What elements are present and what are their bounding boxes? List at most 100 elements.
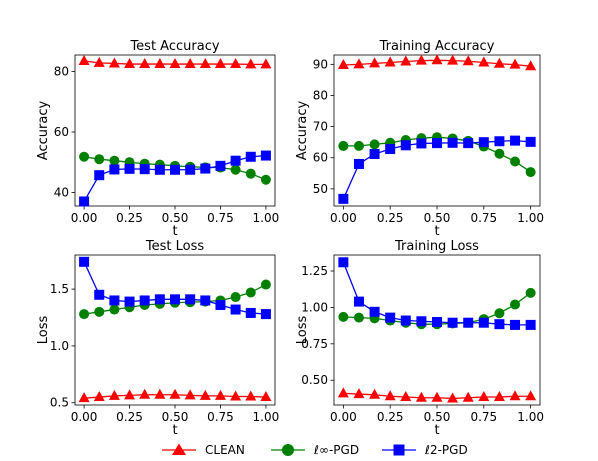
panel-training-loss-point-linf-pgd (494, 308, 505, 319)
panel-test-accuracy-point-l2-pgd (94, 170, 105, 181)
panel-test-accuracy-point-linf-pgd (79, 151, 90, 162)
panel-test-loss-point-l2-pgd (79, 256, 90, 267)
panel-test-loss-point-clean (108, 389, 120, 400)
panel-test-accuracy-point-clean (260, 58, 272, 69)
panel-training-loss-point-l2-pgd (369, 306, 380, 317)
panel-test-loss-point-linf-pgd (109, 304, 120, 315)
panel-test-accuracy: Test Accuracy 0.00 0.25 0.50 0.75 1.00 40 60 80 t… (36, 39, 279, 239)
panel-test-accuracy-point-clean (245, 58, 257, 69)
panel-test-accuracy-ylabel: Accuracy (36, 101, 51, 161)
panel-training-loss-point-clean (337, 387, 349, 398)
panel-test-loss-point-clean (245, 390, 257, 401)
panel-training-accuracy-point-clean (525, 60, 537, 71)
panel-training-accuracy-xtick-label: 0.50 (424, 211, 451, 225)
legend-item-l2-pgd: ℓ2-PGD (382, 443, 468, 457)
panel-training-loss-point-clean (400, 390, 412, 401)
panel-training-accuracy-point-clean (509, 58, 521, 69)
panel-training-accuracy-point-clean (337, 58, 349, 69)
panel-test-loss-point-l2-pgd (200, 295, 211, 306)
panel-training-loss-point-l2-pgd (478, 317, 489, 328)
legend-label-clean: CLEAN (205, 443, 245, 457)
panel-test-loss-point-clean (154, 388, 166, 399)
panel-test-loss-xtick-label: 0.00 (71, 410, 98, 424)
panel-training-accuracy-point-linf-pgd (338, 140, 349, 151)
panel-test-loss-ytick-label: 0.5 (50, 396, 69, 410)
panel-test-loss-xtick-label: 0.25 (116, 410, 143, 424)
panel-training-loss-point-clean (509, 390, 521, 401)
panel-training-accuracy-point-clean (431, 54, 443, 65)
panel-test-loss-point-clean (214, 389, 226, 400)
panel-test-accuracy-point-linf-pgd (109, 155, 120, 166)
panel-training-accuracy-series-l2-pgd (338, 135, 536, 204)
panel-training-loss-axes-frame (333, 254, 541, 406)
panel-test-accuracy-point-l2-pgd (109, 164, 120, 175)
panel-training-accuracy-ytick-label: 70 (313, 120, 328, 134)
panel-test-loss-point-clean (199, 389, 211, 400)
panel-training-loss-point-clean (525, 390, 537, 401)
panel-test-accuracy-ytick-label: 60 (54, 125, 69, 139)
panel-training-accuracy-point-l2-pgd (510, 135, 521, 146)
panel-training-accuracy-xtick-label: 0.25 (377, 211, 404, 225)
panel-test-accuracy-point-clean (199, 58, 211, 69)
panel-training-accuracy-point-linf-pgd (494, 148, 505, 159)
panel-training-accuracy-series-clean (337, 54, 537, 71)
panel-training-accuracy-point-clean (353, 58, 365, 69)
panel-training-loss-point-l2-pgd (494, 319, 505, 330)
panel-test-loss-xtick-label: 0.75 (207, 410, 234, 424)
panel-training-loss-ytick-label: 0.50 (301, 373, 328, 387)
panel-test-loss-point-l2-pgd (170, 294, 180, 305)
panel-test-loss-point-clean (124, 389, 136, 400)
chart-panels: Test Accuracy 0.00 0.25 0.50 0.75 1.00 40 60 80 t… (36, 39, 544, 438)
panel-test-accuracy-point-l2-pgd (170, 164, 180, 175)
panel-test-loss-point-linf-pgd (94, 306, 105, 317)
panel-training-accuracy: Training Accuracy 0.00 0.25 0.50 0.75 1.00 50 6… (295, 39, 544, 239)
legend-item-clean: CLEAN (162, 443, 245, 457)
panel-training-accuracy-xlabel: t (434, 224, 439, 239)
panel-test-accuracy-point-l2-pgd (124, 163, 135, 174)
panel-training-accuracy-point-clean (415, 54, 427, 65)
panel-training-accuracy-point-l2-pgd (369, 149, 380, 160)
panel-test-accuracy-xtick-label: 0.25 (116, 211, 143, 225)
panel-test-loss-point-clean (260, 391, 272, 402)
panel-training-loss-ylabel: Loss (295, 316, 310, 345)
panel-test-loss: Test Loss 0.00 0.25 0.50 0.75 1.00 0.5 1.0 1.5 t L… (36, 239, 279, 438)
panel-training-accuracy-point-clean (493, 57, 505, 68)
panel-training-loss-point-clean (493, 390, 505, 401)
panel-test-loss-point-l2-pgd (154, 294, 165, 305)
panel-training-loss-point-clean (431, 391, 443, 402)
panel-test-accuracy-point-l2-pgd (215, 160, 226, 171)
panel-training-accuracy-xtick-label: 1.00 (517, 211, 544, 225)
panel-training-accuracy-point-clean (384, 56, 396, 67)
panel-test-accuracy-point-clean (184, 58, 196, 69)
panel-test-accuracy-point-clean (154, 58, 166, 69)
panel-test-loss-ytick-label: 1.5 (50, 282, 69, 296)
panel-test-accuracy-point-l2-pgd (230, 155, 241, 166)
legend-item-linf-pgd: ℓ∞-PGD (271, 443, 359, 457)
panel-test-loss-point-l2-pgd (139, 295, 150, 306)
panel-test-accuracy-series-clean (78, 55, 272, 69)
panel-test-accuracy-xlabel: t (172, 224, 177, 239)
panel-training-loss-xtick-label: 1.00 (517, 410, 544, 424)
legend: CLEAN ℓ∞-PGD ℓ2-PGD (162, 443, 468, 457)
panel-test-accuracy-point-linf-pgd (245, 168, 256, 179)
panel-training-accuracy-point-l2-pgd (463, 138, 474, 149)
panel-test-accuracy-axes-frame (74, 54, 276, 207)
panel-training-loss-ytick-label: 1.00 (301, 300, 328, 314)
panel-test-loss-point-linf-pgd (245, 287, 256, 298)
panel-training-accuracy-axes-frame (333, 54, 541, 207)
panel-training-loss-point-l2-pgd (432, 316, 442, 327)
panel-test-loss-point-linf-pgd (79, 309, 90, 320)
panel-test-accuracy-ytick-label: 40 (54, 185, 69, 199)
panel-training-loss-point-clean (478, 390, 490, 401)
panel-training-accuracy-point-clean (369, 57, 381, 68)
legend-marker-linf-pgd (282, 444, 294, 456)
panel-training-accuracy-point-linf-pgd (525, 167, 536, 178)
panel-test-accuracy-point-l2-pgd (154, 164, 165, 175)
panel-test-accuracy-point-l2-pgd (139, 164, 150, 175)
panel-test-loss-point-l2-pgd (215, 300, 226, 310)
panel-training-accuracy-ylabel: Accuracy (295, 101, 310, 161)
panel-training-loss-point-clean (369, 388, 381, 399)
panel-test-loss-title: Test Loss (145, 239, 204, 254)
panel-training-accuracy-point-clean (400, 55, 412, 66)
panel-test-accuracy-point-l2-pgd (260, 150, 271, 161)
